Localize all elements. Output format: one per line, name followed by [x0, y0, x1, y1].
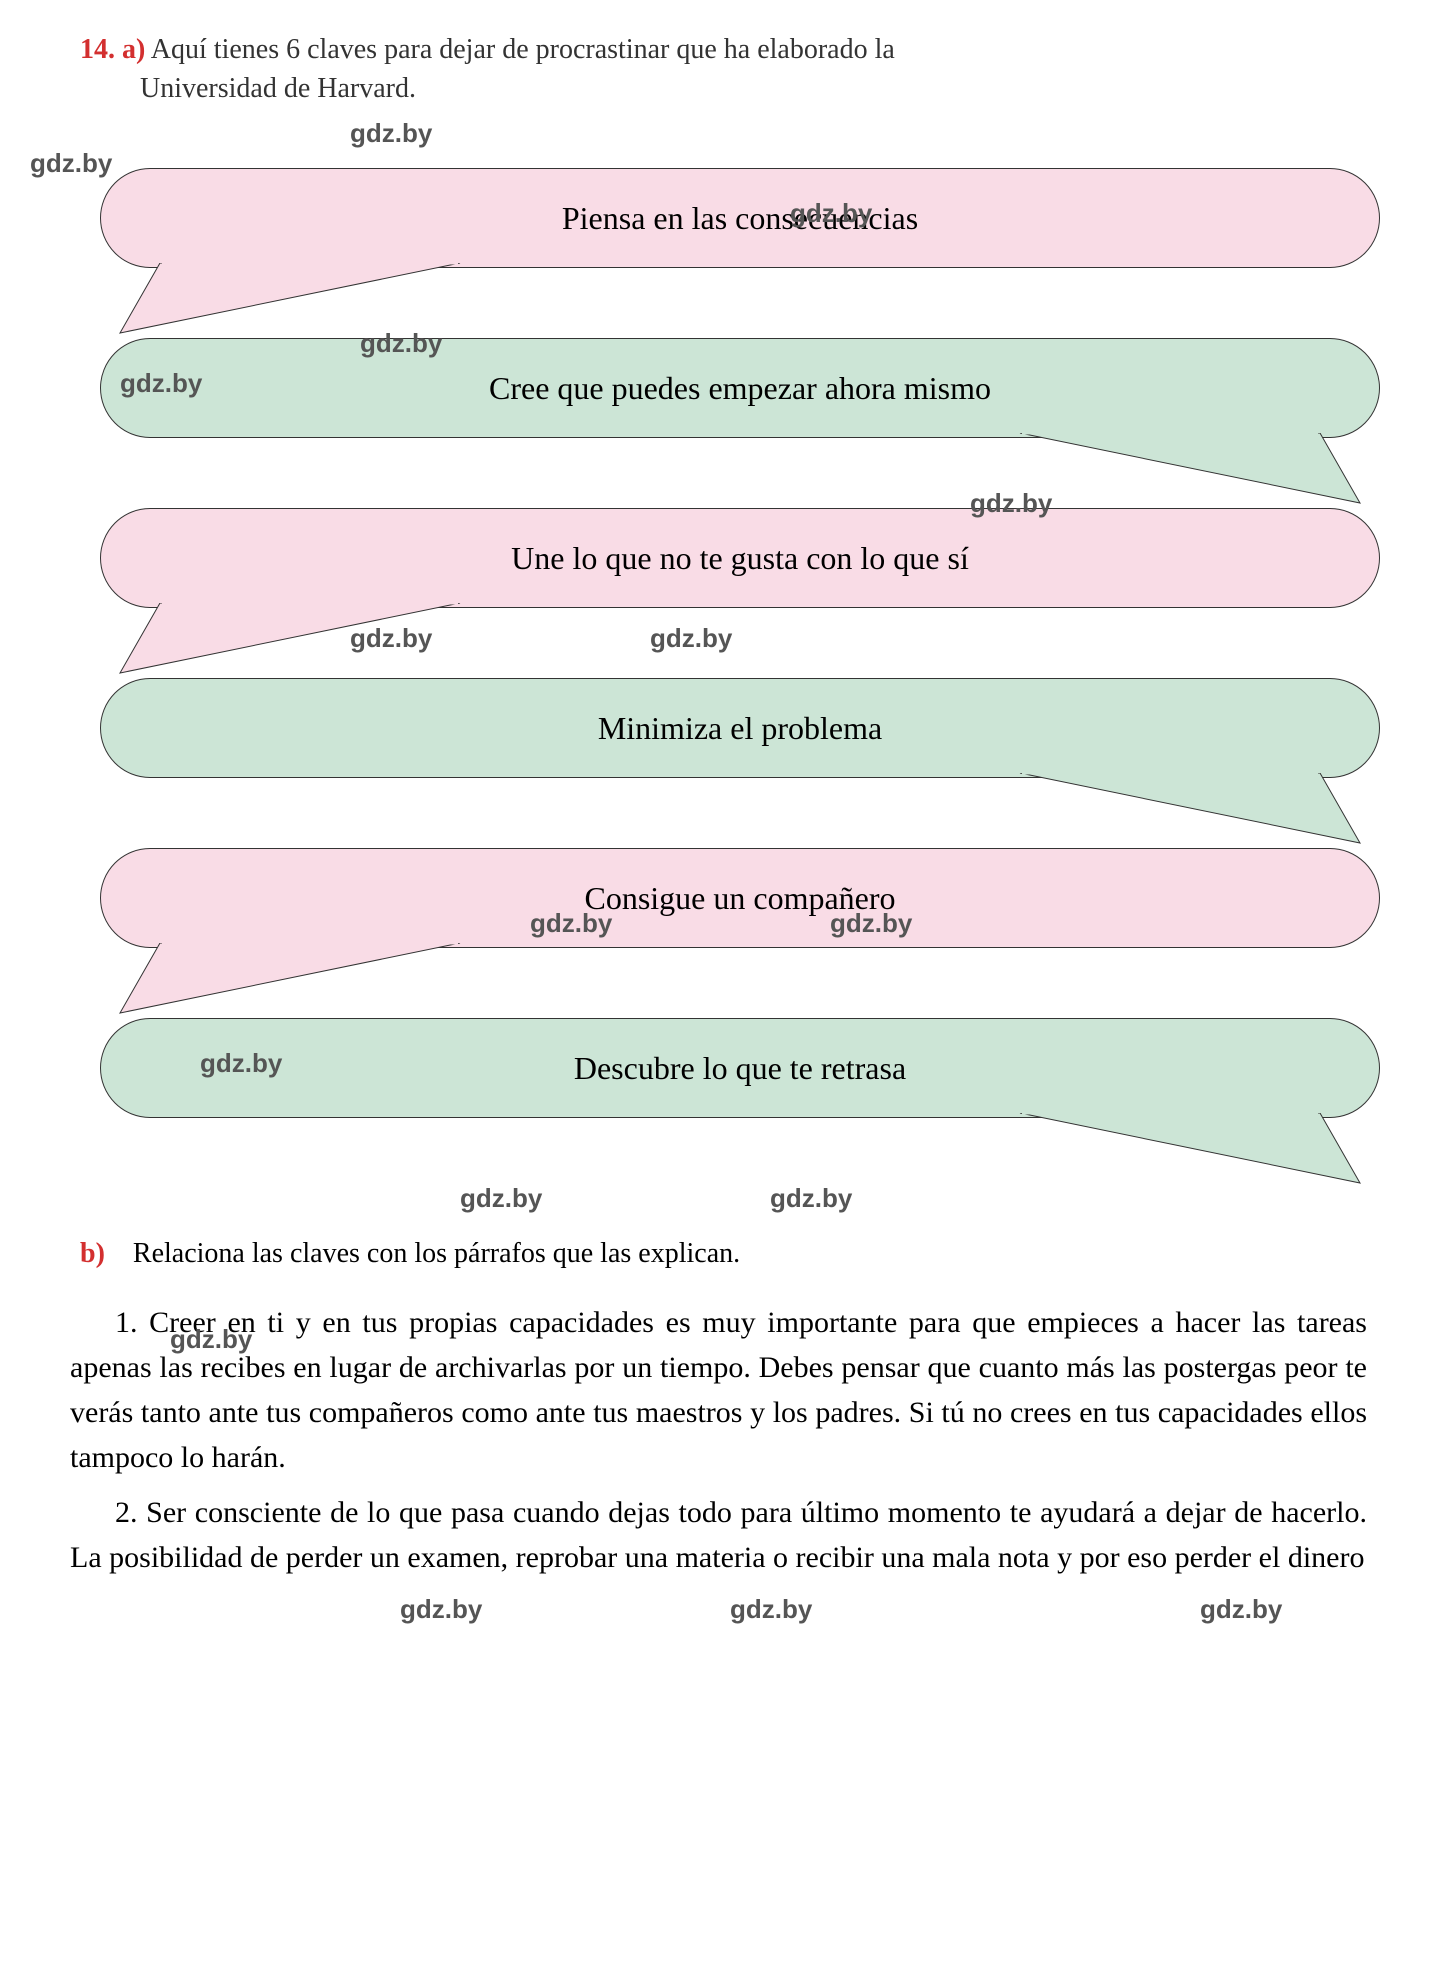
exercise-text-line1: Aquí tienes 6 claves para dejar de procr…: [151, 34, 895, 65]
watermark: gdz.by: [170, 1320, 252, 1359]
watermark: gdz.by: [350, 118, 432, 149]
watermark: gdz.by: [650, 623, 732, 654]
speech-bubble-2: Une lo que no te gusta con lo que sí: [100, 508, 1380, 608]
watermark: gdz.by: [30, 148, 112, 179]
bubble-text-2: Une lo que no te gusta con lo que sí: [511, 540, 969, 577]
watermark: gdz.by: [360, 328, 442, 359]
exercise-letter-b: b): [80, 1238, 105, 1269]
watermark: gdz.by: [460, 1183, 542, 1214]
bubble-tail-0: [110, 263, 510, 343]
watermark: gdz.by: [530, 908, 612, 939]
watermark: gdz.by: [400, 1590, 482, 1629]
exercise-number: 14.: [80, 34, 115, 65]
watermark: gdz.by: [1200, 1590, 1282, 1629]
paragraphs-container: 1. Creer en ti y en tus propias capacida…: [50, 1300, 1387, 1580]
watermark: gdz.by: [770, 1183, 852, 1214]
paragraph-2: 2. Ser consciente de lo que pasa cuando …: [70, 1490, 1367, 1580]
bubble-text-3: Minimiza el problema: [598, 710, 882, 747]
part-b-header: b) Relaciona las claves con los párrafos…: [80, 1238, 1387, 1270]
speech-bubble-1: Cree que puedes empezar ahora mismo: [100, 338, 1380, 438]
speech-bubble-3: Minimiza el problema: [100, 678, 1380, 778]
bubble-tail-2: [110, 603, 510, 683]
watermark: gdz.by: [120, 368, 202, 399]
watermark: gdz.by: [730, 1590, 812, 1629]
bubble-tail-4: [110, 943, 510, 1023]
speech-bubble-5: Descubre lo que te retrasa: [100, 1018, 1380, 1118]
bubble-text-1: Cree que puedes empezar ahora mismo: [489, 370, 991, 407]
exercise-letter-a: a): [122, 34, 145, 65]
watermark: gdz.by: [830, 908, 912, 939]
watermark: gdz.by: [350, 623, 432, 654]
watermark: gdz.by: [200, 1048, 282, 1079]
paragraph-1: 1. Creer en ti y en tus propias capacida…: [70, 1300, 1367, 1480]
watermark: gdz.by: [970, 488, 1052, 519]
bubble-tail-3: [970, 773, 1370, 853]
exercise-header: 14. a) Aquí tienes 6 claves para dejar d…: [50, 30, 1387, 108]
bubbles-container: Piensa en las consecuencias Cree que pued…: [50, 138, 1387, 1198]
watermark: gdz.by: [790, 198, 872, 229]
bubble-tail-5: [970, 1113, 1370, 1193]
part-b-text: Relaciona las claves con los párrafos qu…: [133, 1238, 740, 1269]
exercise-text-line2: Universidad de Harvard.: [140, 69, 1387, 108]
bubble-text-5: Descubre lo que te retrasa: [574, 1050, 906, 1087]
speech-bubble-4: Consigue un compañero: [100, 848, 1380, 948]
speech-bubble-0: Piensa en las consecuencias: [100, 168, 1380, 268]
